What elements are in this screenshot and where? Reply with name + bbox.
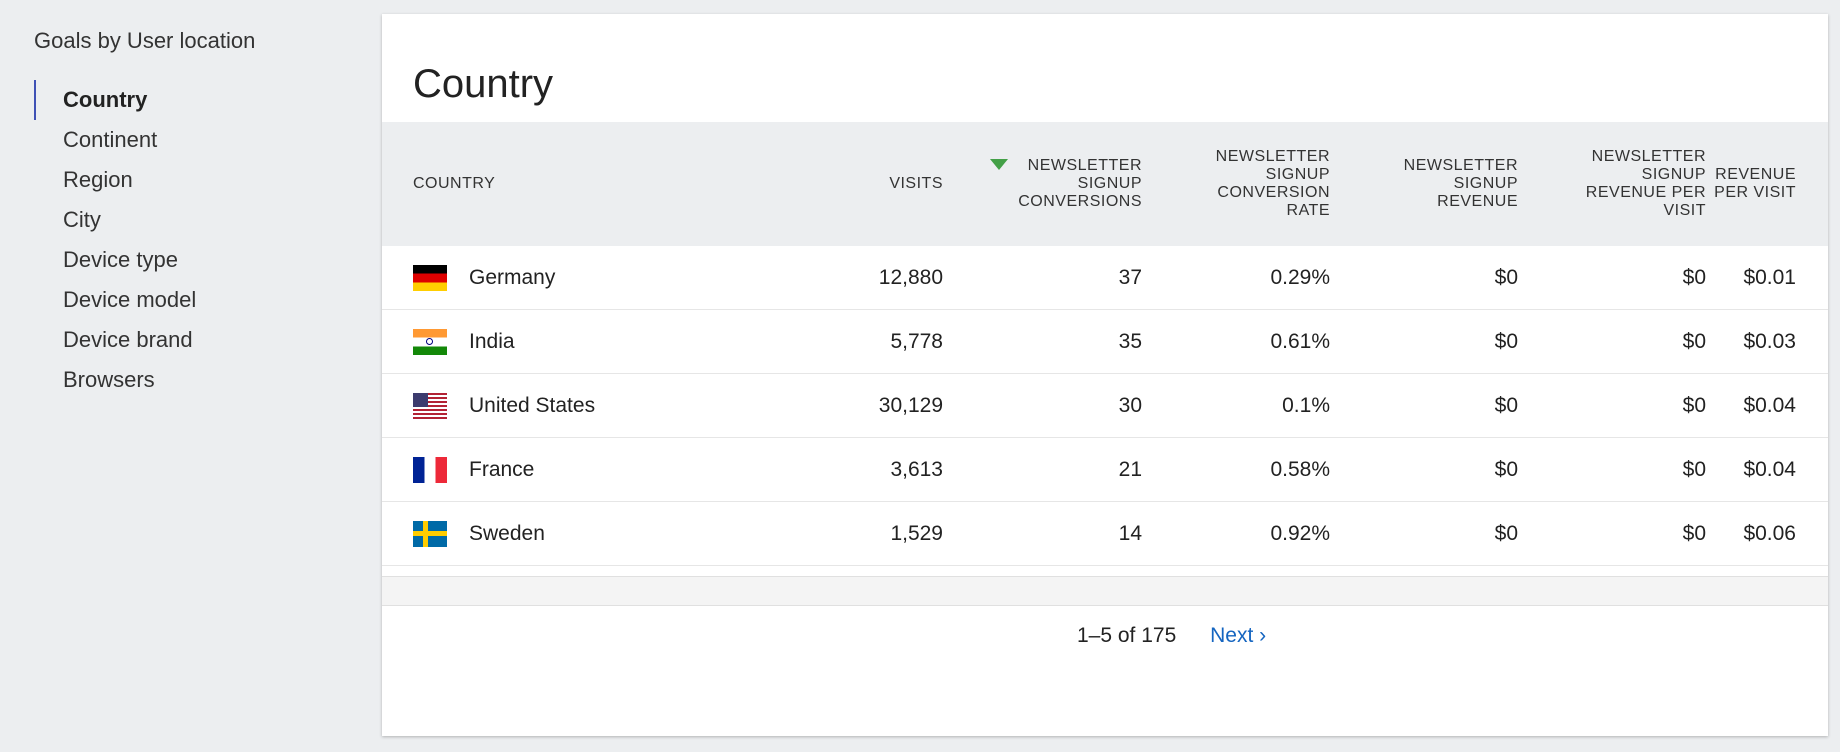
conversion-rate-cell: 0.61% <box>1142 309 1330 374</box>
column-header-visits[interactable]: Visits <box>713 122 943 246</box>
column-header-conversion-rate[interactable]: Newsletter Signup Conversion Rate <box>1142 122 1330 246</box>
revenue-cell: $0 <box>1330 309 1518 374</box>
conversions-cell: 37 <box>943 246 1142 310</box>
next-page-link[interactable]: Next › <box>1210 624 1267 647</box>
conversions-cell: 35 <box>943 309 1142 374</box>
table-footer-bar <box>382 576 1828 606</box>
column-header-label: Visits <box>889 175 943 192</box>
revenue-cell: $0 <box>1330 246 1518 310</box>
conversions-cell: 30 <box>943 373 1142 438</box>
conversions-cell: 14 <box>943 501 1142 566</box>
column-header-label: Newsletter Signup Conversion Rate <box>1215 148 1330 219</box>
conversion-rate-cell: 0.58% <box>1142 437 1330 502</box>
visits-cell: 30,129 <box>713 373 943 438</box>
pagination-count: 1–5 of 175 <box>1077 624 1177 647</box>
revenue-per-visit-cell: $0.06 <box>1706 501 1828 566</box>
table-row[interactable]: Sweden 1,529 14 0.92% $0 $0 $0.06 <box>382 501 1828 566</box>
conversion-rate-cell: 0.1% <box>1142 373 1330 438</box>
revenue-per-visit-goal-cell: $0 <box>1518 309 1706 374</box>
column-header-label: Newsletter Signup Revenue per Visit <box>1585 148 1706 219</box>
united-states-flag-icon <box>413 392 447 419</box>
india-flag-icon <box>413 328 447 355</box>
sidebar-item-device-model[interactable]: Device model <box>63 287 197 312</box>
table-row[interactable]: Germany 12,880 37 0.29% $0 $0 $0.01 <box>382 246 1828 310</box>
germany-flag-icon <box>413 264 447 291</box>
column-header-label: Country <box>413 175 496 192</box>
sidebar-list: Country Continent Region City Device typ… <box>34 80 354 400</box>
column-header-label: Revenue per Visit <box>1714 166 1796 201</box>
pagination: 1–5 of 175 Next › <box>1077 624 1266 648</box>
column-header-revenue-per-visit[interactable]: Revenue per Visit <box>1706 122 1828 246</box>
revenue-cell: $0 <box>1330 437 1518 502</box>
revenue-per-visit-cell: $0.01 <box>1706 246 1828 310</box>
france-flag-icon <box>413 456 447 483</box>
sidebar-item-device-type[interactable]: Device type <box>63 247 178 272</box>
country-name: Sweden <box>469 521 545 545</box>
column-header-label: Newsletter Signup Conversions <box>1018 157 1142 210</box>
revenue-cell: $0 <box>1330 373 1518 438</box>
conversion-rate-cell: 0.29% <box>1142 246 1330 310</box>
visits-cell: 3,613 <box>713 437 943 502</box>
country-name: United States <box>469 393 596 417</box>
sweden-flag-icon <box>413 520 447 547</box>
column-header-country[interactable]: Country <box>382 122 713 246</box>
country-name: France <box>469 457 535 481</box>
report-table: Country Visits Newsletter Signup Convers… <box>382 122 1828 566</box>
column-header-revenue[interactable]: Newsletter Signup Revenue <box>1330 122 1518 246</box>
sidebar-item-device-brand[interactable]: Device brand <box>63 327 193 352</box>
column-header-label: Newsletter Signup Revenue <box>1403 157 1518 210</box>
table-row[interactable]: United States 30,129 30 0.1% $0 $0 $0.04 <box>382 373 1828 438</box>
table-header-row: Country Visits Newsletter Signup Convers… <box>382 122 1828 246</box>
conversion-rate-cell: 0.92% <box>1142 501 1330 566</box>
table-row[interactable]: India 5,778 35 0.61% $0 $0 $0.03 <box>382 309 1828 374</box>
revenue-per-visit-cell: $0.04 <box>1706 373 1828 438</box>
revenue-per-visit-cell: $0.03 <box>1706 309 1828 374</box>
sidebar-item-country[interactable]: Country <box>34 80 354 120</box>
sidebar-item-city[interactable]: City <box>63 207 101 232</box>
visits-cell: 12,880 <box>713 246 943 310</box>
column-header-conversions[interactable]: Newsletter Signup Conversions <box>943 122 1142 246</box>
report-title: Country <box>413 62 554 106</box>
revenue-per-visit-goal-cell: $0 <box>1518 437 1706 502</box>
country-name: India <box>469 329 515 353</box>
country-name: Germany <box>469 265 556 289</box>
revenue-per-visit-cell: $0.04 <box>1706 437 1828 502</box>
sidebar-item-browsers[interactable]: Browsers <box>63 367 155 392</box>
revenue-per-visit-goal-cell: $0 <box>1518 373 1706 438</box>
sort-descending-icon <box>990 159 1008 170</box>
revenue-per-visit-goal-cell: $0 <box>1518 501 1706 566</box>
conversions-cell: 21 <box>943 437 1142 502</box>
visits-cell: 1,529 <box>713 501 943 566</box>
column-header-revenue-per-visit-goal[interactable]: Newsletter Signup Revenue per Visit <box>1518 122 1706 246</box>
visits-cell: 5,778 <box>713 309 943 374</box>
sidebar-item-region[interactable]: Region <box>63 167 133 192</box>
revenue-cell: $0 <box>1330 501 1518 566</box>
sidebar-title: Goals by User location <box>34 28 256 53</box>
sidebar-item-continent[interactable]: Continent <box>63 127 158 152</box>
table-row[interactable]: France 3,613 21 0.58% $0 $0 $0.04 <box>382 437 1828 502</box>
revenue-per-visit-goal-cell: $0 <box>1518 246 1706 310</box>
report-card: Country Country Visits Newsletter Signup… <box>382 14 1828 736</box>
sidebar: Goals by User location Country Continent… <box>34 24 354 400</box>
